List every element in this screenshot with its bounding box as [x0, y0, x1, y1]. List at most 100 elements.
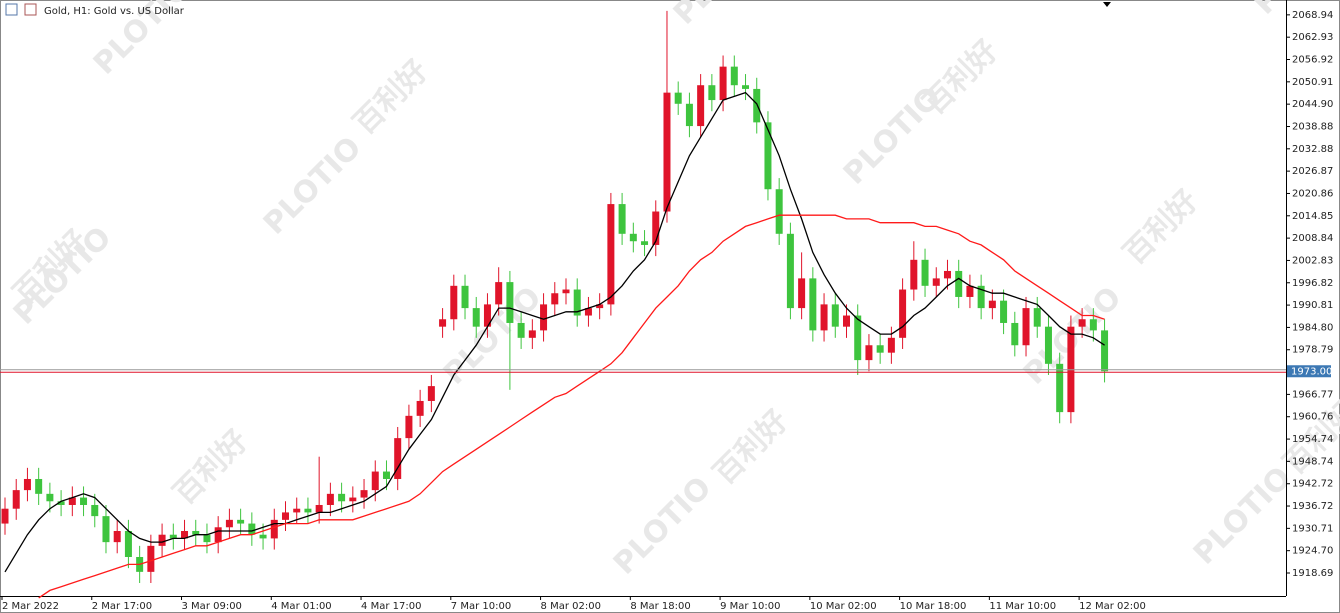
- candle-body: [854, 315, 862, 361]
- candle-body: [528, 330, 536, 338]
- candle-body: [405, 415, 413, 439]
- y-tick-label: 2002.83: [1292, 255, 1333, 266]
- candle-body: [113, 530, 121, 543]
- candle-body: [237, 519, 245, 524]
- candle-body: [450, 285, 458, 320]
- candle-body: [607, 204, 615, 305]
- candle-body: [573, 289, 581, 316]
- y-tick-label: 2062.93: [1292, 32, 1333, 43]
- x-tick-label: 4 Mar 01:00: [271, 601, 331, 612]
- price-tag: [1287, 365, 1331, 378]
- y-tick-label: 1918.69: [1292, 568, 1333, 579]
- candle-body: [382, 471, 390, 479]
- candle-body: [1089, 319, 1097, 331]
- candle-body: [921, 259, 929, 286]
- candle-body: [23, 478, 31, 491]
- candle-body: [809, 278, 817, 331]
- y-tick-label: 1960.76: [1292, 412, 1333, 423]
- candle-body: [192, 530, 200, 535]
- candle-body: [843, 315, 850, 327]
- x-tick-label: 4 Mar 17:00: [361, 601, 421, 612]
- candle-body: [483, 304, 491, 327]
- x-tick-label: 9 Mar 10:00: [720, 601, 780, 612]
- y-tick-label: 2056.92: [1292, 55, 1333, 66]
- candle-body: [697, 85, 705, 127]
- candle-body: [674, 92, 682, 104]
- candle-body: [46, 493, 54, 502]
- y-tick-label: 1948.74: [1292, 456, 1333, 467]
- y-tick-label: 1924.70: [1292, 546, 1333, 557]
- candle-body: [562, 289, 570, 294]
- candle-body: [910, 259, 918, 290]
- candle-body: [158, 534, 166, 546]
- toolbar-icon[interactable]: [5, 3, 18, 16]
- x-tick-label: 10 Mar 18:00: [900, 601, 967, 612]
- candle-body: [326, 493, 334, 505]
- x-tick-label: 7 Mar 10:00: [451, 601, 511, 612]
- y-tick-label: 2032.88: [1292, 144, 1333, 155]
- y-tick-label: 1930.71: [1292, 523, 1333, 534]
- candle-body: [764, 122, 772, 190]
- x-tick-label: 10 Mar 02:00: [810, 601, 877, 612]
- candle-body: [225, 519, 233, 528]
- candle-body: [943, 270, 951, 279]
- candle-body: [248, 523, 256, 535]
- moving-average-line: [38, 214, 1105, 599]
- moving-average-line: [4, 91, 1105, 573]
- x-tick-label: 2 Mar 2022: [2, 601, 59, 612]
- y-tick-label: 2068.94: [1292, 10, 1333, 21]
- candle-body: [786, 233, 794, 309]
- candle-body: [304, 508, 312, 513]
- candle-body: [887, 337, 895, 353]
- candle-body: [876, 345, 884, 353]
- candle-body: [820, 304, 828, 331]
- candle-body: [293, 508, 301, 513]
- x-tick-label: 12 Mar 02:00: [1079, 601, 1146, 612]
- candle-body: [517, 322, 525, 338]
- candle-body: [1056, 363, 1064, 413]
- candle-body: [540, 304, 548, 331]
- candle-body: [461, 285, 469, 309]
- candle-body: [663, 92, 671, 212]
- candle-body: [1022, 308, 1030, 346]
- candle-body: [1078, 319, 1086, 327]
- candle-body: [80, 497, 88, 505]
- candle-body: [371, 471, 379, 491]
- candle-body: [629, 233, 637, 242]
- candle-body: [214, 527, 222, 543]
- y-tick-label: 1966.77: [1292, 389, 1333, 400]
- candle-body: [1, 508, 9, 524]
- candle-body: [977, 285, 985, 309]
- shift-marker: [1103, 2, 1111, 7]
- y-tick-label: 1954.74: [1292, 434, 1333, 445]
- candle-body: [416, 400, 424, 416]
- candle-body: [831, 304, 839, 327]
- x-tick-label: 8 Mar 18:00: [630, 601, 690, 612]
- candle-body: [708, 85, 716, 101]
- price-tag-label: 1973.00: [1291, 366, 1332, 377]
- candle-body: [955, 270, 963, 297]
- y-tick-label: 1942.72: [1292, 479, 1333, 490]
- toolbar-icon[interactable]: [24, 3, 37, 16]
- candle-body: [742, 85, 750, 89]
- candle-body: [584, 308, 592, 316]
- candle-body: [966, 285, 974, 297]
- candle-body: [147, 545, 155, 572]
- candle-body: [899, 289, 907, 338]
- candle-body: [427, 386, 435, 401]
- candle-body: [753, 88, 761, 123]
- y-tick-label: 1936.72: [1292, 501, 1333, 512]
- y-tick-label: 1996.82: [1292, 278, 1333, 289]
- candle-body: [618, 204, 626, 234]
- y-tick-label: 2044.90: [1292, 99, 1333, 110]
- candle-body: [775, 189, 783, 234]
- candle-body: [315, 504, 323, 513]
- candle-body: [798, 278, 806, 309]
- y-tick-label: 2008.84: [1292, 233, 1333, 244]
- candle-body: [57, 501, 65, 505]
- x-tick-label: 8 Mar 02:00: [541, 601, 601, 612]
- candle-body: [68, 497, 76, 505]
- candle-body: [685, 103, 693, 127]
- candle-body: [472, 308, 480, 327]
